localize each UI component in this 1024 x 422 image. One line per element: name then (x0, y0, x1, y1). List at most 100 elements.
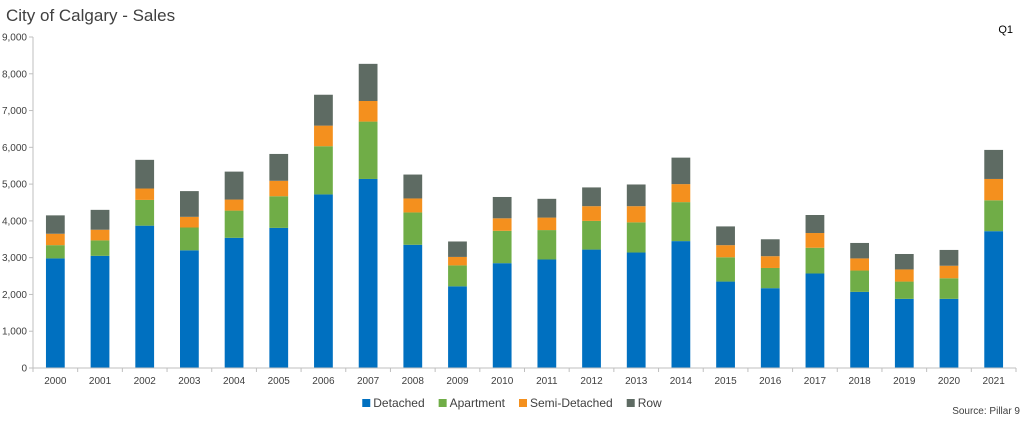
x-tick-label: 2013 (625, 376, 648, 387)
bar-semi-detached-2004 (224, 199, 244, 211)
bar-semi-detached-2010 (492, 218, 512, 231)
y-tick-label: 0 (21, 364, 27, 375)
bar-detached-2018 (850, 291, 869, 368)
y-tick-label: 6,000 (2, 143, 27, 154)
bar-detached-2001 (90, 255, 110, 368)
bar-row-2007 (358, 63, 378, 101)
legend-swatch-semi-detached (519, 399, 527, 407)
bar-apartment-2021 (984, 200, 1004, 232)
bar-apartment-2019 (894, 281, 914, 299)
bar-row-2005 (269, 153, 289, 181)
x-tick-label: 2002 (134, 376, 157, 387)
bar-semi-detached-2001 (90, 229, 110, 241)
bar-detached-2014 (671, 241, 691, 368)
y-tick-label: 1,000 (2, 327, 27, 338)
bar-detached-2006 (314, 194, 333, 368)
bar-detached-2019 (894, 298, 914, 368)
x-tick-label: 2006 (312, 376, 335, 387)
bar-detached-2004 (224, 237, 244, 368)
legend-swatch-detached (362, 399, 371, 407)
x-tick-label: 2001 (89, 376, 112, 387)
legend-swatch-apartment (438, 399, 447, 407)
bar-row-2001 (90, 209, 110, 230)
bar-detached-2015 (716, 281, 735, 368)
bar-semi-detached-2013 (626, 206, 646, 223)
bar-detached-2003 (180, 250, 199, 368)
bar-detached-2007 (358, 178, 378, 368)
x-tick-label: 2007 (357, 376, 380, 387)
bar-apartment-2020 (939, 278, 959, 299)
x-tick-label: 2019 (893, 376, 916, 387)
y-tick-label: 8,000 (2, 69, 27, 80)
legend-label-row: Row (638, 396, 662, 410)
bar-apartment-2003 (180, 227, 199, 251)
bar-semi-detached-2020 (939, 265, 959, 279)
bar-apartment-2008 (403, 212, 423, 245)
bar-detached-2013 (626, 252, 646, 368)
bar-apartment-2018 (850, 270, 869, 292)
bar-semi-detached-2011 (537, 217, 557, 231)
x-axis: 2000 2001 2002 2003 2004 2005 2006 2007 2008 2009… (32, 367, 1017, 387)
bar-semi-detached-2015 (716, 245, 735, 258)
bar-apartment-2010 (492, 230, 512, 264)
bar-apartment-2004 (224, 210, 244, 238)
x-tick-label: 2014 (670, 376, 693, 387)
x-tick-label: 2005 (268, 376, 291, 387)
bar-row-2019 (894, 253, 914, 270)
bar-detached-2020 (939, 298, 959, 368)
x-tick-label: 2004 (223, 376, 246, 387)
bar-detached-2008 (403, 244, 423, 368)
bar-row-2010 (492, 196, 512, 219)
bar-apartment-2005 (269, 196, 289, 228)
bar-detached-2002 (135, 225, 155, 368)
bar-apartment-2007 (358, 121, 378, 179)
bar-row-2003 (180, 191, 199, 217)
y-tick-label: 7,000 (2, 106, 27, 117)
bar-apartment-2011 (537, 230, 557, 260)
bar-row-2004 (224, 171, 244, 200)
bar-semi-detached-2017 (805, 233, 825, 248)
legend-label-semi-detached: Semi-Detached (530, 396, 613, 410)
bar-semi-detached-2012 (582, 206, 601, 221)
y-axis: 0 1,000 2,000 3,000 4,000 5,000 6,000 7,000 8,00… (2, 33, 34, 375)
bar-semi-detached-2019 (894, 269, 914, 282)
x-tick-label: 2010 (491, 376, 514, 387)
bar-detached-2000 (45, 258, 65, 368)
bar-row-2020 (939, 249, 959, 266)
bar-apartment-2016 (760, 267, 780, 289)
bar-row-2011 (537, 198, 557, 218)
x-tick-label: 2003 (178, 376, 201, 387)
bar-row-2018 (850, 242, 869, 259)
chart-title: City of Calgary - Sales (6, 6, 175, 25)
y-tick-label: 5,000 (2, 180, 27, 191)
bar-row-2015 (716, 226, 735, 246)
x-tick-label: 2011 (536, 376, 558, 387)
x-tick-label: 2021 (983, 376, 1006, 387)
bar-semi-detached-2008 (403, 198, 423, 213)
y-tick-label: 4,000 (2, 216, 27, 227)
bar-row-2006 (314, 94, 333, 126)
bar-apartment-2006 (314, 146, 333, 195)
bar-row-2014 (671, 157, 691, 185)
x-tick-label: 2015 (714, 376, 737, 387)
bar-semi-detached-2002 (135, 188, 155, 200)
x-tick-label: 2012 (580, 376, 603, 387)
x-tick-label: 2017 (804, 376, 827, 387)
x-tick-label: 2020 (938, 376, 961, 387)
bar-semi-detached-2018 (850, 258, 869, 271)
bar-detached-2012 (582, 249, 601, 368)
bar-apartment-2013 (626, 222, 646, 253)
legend-label-detached: Detached (373, 396, 424, 410)
bar-row-2009 (448, 241, 467, 257)
y-tick-label: 3,000 (2, 253, 27, 264)
bar-semi-detached-2007 (358, 100, 378, 122)
x-tick-label: 2000 (44, 376, 67, 387)
legend: Detached Apartment Semi-Detached Row (362, 396, 662, 410)
bar-semi-detached-2003 (180, 216, 199, 228)
bar-row-2016 (760, 239, 780, 257)
bar-apartment-2001 (90, 240, 110, 256)
bar-semi-detached-2005 (269, 180, 289, 197)
bar-apartment-2009 (448, 265, 467, 287)
bar-detached-2017 (805, 273, 825, 368)
